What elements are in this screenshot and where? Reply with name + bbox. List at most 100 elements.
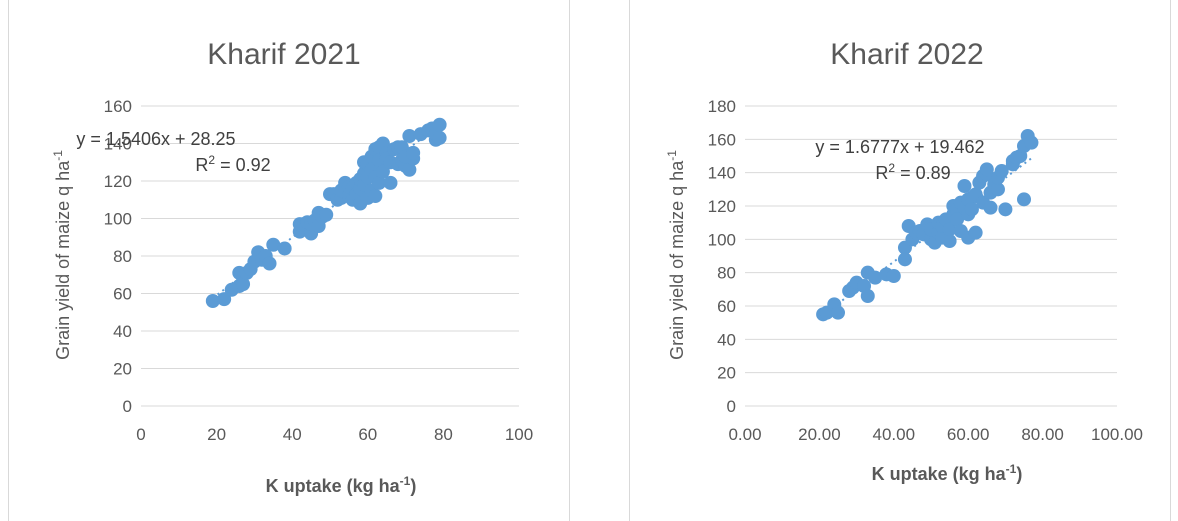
tick-labels: 0 20 40 60 80 100 120 140 160 180 0.00 20.00 40.00 60… — [708, 97, 1143, 444]
data-point — [831, 305, 845, 320]
data-point — [372, 175, 387, 190]
data-point — [402, 129, 417, 143]
data-point — [990, 182, 1005, 197]
data-point — [979, 162, 994, 177]
data-point — [994, 164, 1009, 178]
y-tick-label: 20 — [113, 360, 132, 379]
x-axis-label-text: K uptake (kg ha — [872, 464, 1007, 484]
y-tick-label: 180 — [708, 97, 736, 116]
data-point — [406, 145, 421, 160]
x-axis-label: K uptake (kg ha-1) — [872, 462, 1023, 484]
tick-labels: 0 20 40 60 80 100 120 140 160 0 20 40 60 80 100 — [104, 97, 534, 444]
data-point — [375, 164, 390, 179]
y-axis-label-text: Grain yield of maize q ha — [667, 160, 687, 360]
y-tick-label: 80 — [113, 247, 132, 266]
data-point — [236, 277, 251, 292]
y-tick-label: 60 — [113, 285, 132, 304]
y-tick-label: 160 — [708, 130, 736, 149]
y-axis-label: Grain yield of maize q ha-1 — [51, 150, 73, 360]
data-point — [968, 225, 983, 240]
r-squared-label: R2 = 0.89 — [875, 161, 950, 183]
gridlines — [141, 105, 519, 407]
data-points — [205, 117, 447, 308]
data-point — [942, 234, 957, 248]
data-point — [277, 241, 292, 256]
y-tick-label: 120 — [104, 172, 132, 191]
data-point — [942, 222, 957, 237]
x-tick-label: 100.00 — [1091, 425, 1143, 444]
trendline-equation: y = 1.5406x + 28.25 — [76, 129, 235, 149]
y-tick-label: 140 — [708, 164, 736, 183]
y-tick-label: 0 — [123, 397, 132, 416]
x-tick-label: 20 — [207, 425, 226, 444]
r-squared-value: = 0.92 — [215, 155, 271, 175]
r-squared-sup: 2 — [888, 161, 895, 175]
data-point — [432, 130, 447, 145]
r-squared-value: = 0.89 — [895, 163, 951, 183]
r-squared-label: R2 = 0.92 — [195, 153, 270, 175]
x-tick-label: 60.00 — [947, 425, 990, 444]
x-axis-label-end: ) — [1016, 464, 1022, 484]
x-tick-label: 20.00 — [798, 425, 841, 444]
x-tick-label: 0.00 — [728, 425, 761, 444]
data-point — [266, 237, 281, 252]
chart-title: Kharif 2022 — [830, 38, 983, 71]
y-tick-label: 60 — [717, 297, 736, 316]
y-tick-label: 0 — [727, 397, 736, 416]
data-point — [262, 256, 277, 271]
chart-panel-kharif-2021: 0 20 40 60 80 100 120 140 160 0 20 40 60 80 100 Kharif… — [8, 0, 570, 521]
data-point — [983, 200, 998, 215]
y-tick-label: 100 — [708, 230, 736, 249]
data-point — [897, 252, 912, 267]
r-squared-r: R — [875, 163, 888, 183]
data-point — [950, 212, 965, 227]
data-point — [886, 269, 901, 283]
y-tick-label: 140 — [104, 135, 132, 154]
x-tick-label: 0 — [136, 425, 145, 444]
data-point — [964, 202, 979, 217]
y-axis-label: Grain yield of maize q ha-1 — [665, 150, 687, 360]
y-tick-label: 80 — [717, 264, 736, 283]
x-tick-label: 60 — [358, 425, 377, 444]
data-point — [319, 207, 334, 222]
x-axis-label-sup: -1 — [1006, 462, 1017, 476]
scatter-chart-kharif-2021: 0 20 40 60 80 100 120 140 160 0 20 40 60 80 100 Kharif… — [51, 38, 534, 496]
r-squared-sup: 2 — [208, 153, 215, 167]
data-points — [816, 129, 1039, 322]
chart-title: Kharif 2021 — [207, 38, 360, 71]
x-tick-label: 40 — [283, 425, 302, 444]
data-point — [432, 117, 447, 132]
x-tick-label: 40.00 — [873, 425, 916, 444]
data-point — [217, 292, 232, 307]
x-axis-label-sup: -1 — [400, 474, 411, 488]
y-tick-label: 40 — [113, 322, 132, 341]
y-tick-label: 100 — [104, 210, 132, 229]
data-point — [1017, 192, 1031, 207]
data-point — [860, 289, 875, 303]
data-point — [1024, 135, 1039, 150]
trendline-equation: y = 1.6777x + 19.462 — [815, 137, 984, 157]
x-tick-label: 80.00 — [1021, 425, 1064, 444]
y-tick-label: 40 — [717, 330, 736, 349]
data-point — [205, 294, 220, 308]
y-tick-label: 120 — [708, 197, 736, 216]
y-axis-label-sup: -1 — [665, 150, 679, 161]
data-point — [868, 270, 883, 285]
scatter-chart-kharif-2022: 0 20 40 60 80 100 120 140 160 180 0.00 20.00 40.00 60… — [665, 38, 1143, 484]
chart-panel-kharif-2022: 0 20 40 60 80 100 120 140 160 180 0.00 20.00 40.00 60… — [629, 0, 1171, 521]
data-point — [998, 202, 1013, 217]
x-axis-label-text: K uptake (kg ha — [266, 476, 401, 496]
y-tick-label: 160 — [104, 97, 132, 116]
data-point — [383, 175, 398, 190]
y-tick-label: 20 — [717, 364, 736, 383]
x-axis-label-end: ) — [410, 476, 416, 496]
x-axis-label: K uptake (kg ha-1) — [266, 474, 417, 496]
data-point — [957, 179, 972, 193]
r-squared-r: R — [195, 155, 208, 175]
gridlines — [745, 105, 1117, 407]
x-tick-label: 80 — [434, 425, 453, 444]
x-tick-label: 100 — [505, 425, 533, 444]
data-point — [402, 162, 417, 177]
data-point — [368, 189, 383, 203]
y-axis-label-sup: -1 — [51, 150, 65, 161]
